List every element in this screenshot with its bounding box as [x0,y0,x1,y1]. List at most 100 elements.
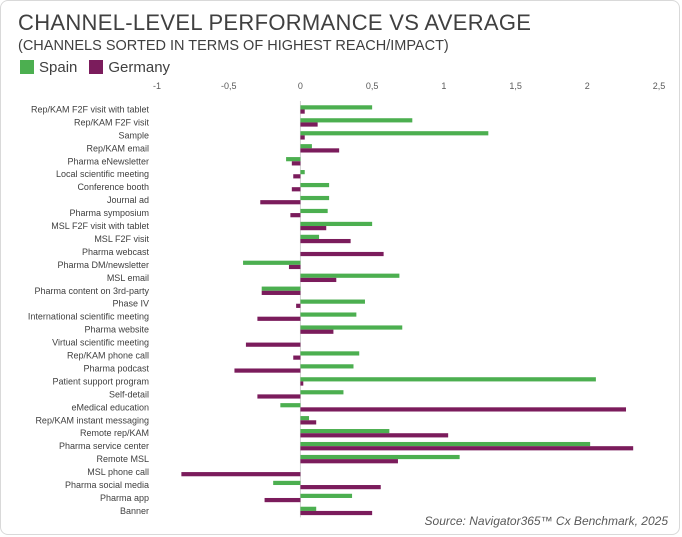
bar-germany [300,420,317,425]
bar-germany [300,510,373,516]
bar-germany [257,394,301,399]
bar-germany [261,290,301,295]
legend: Spain Germany [20,58,182,76]
bar-germany [300,329,334,334]
category-label: Virtual scientific meeting [52,338,149,348]
bar-spain [300,118,413,123]
category-label: Sample [118,130,149,140]
category-label: Remote rep/KAM [80,428,149,438]
category-label: Pharma app [100,493,149,503]
bar-germany [234,368,301,373]
legend-swatch-spain [20,60,34,74]
category-label: Patient support program [52,376,149,386]
bar-germany [293,355,301,360]
x-tick-label: 2,5 [653,81,666,91]
bar-germany [245,342,301,347]
bar-spain [280,403,301,408]
bar-germany [291,187,301,192]
bar-spain [300,312,357,317]
bar-spain [273,480,301,486]
bar-germany [300,277,337,283]
category-label: MSL phone call [87,467,149,477]
bar-germany [300,459,398,464]
category-label: Pharma content on 3rd-party [34,286,149,296]
bar-spain [300,144,312,149]
bar-spain [286,157,301,162]
bar-spain [300,299,365,304]
bar-spain [300,377,596,382]
bar-spain [300,131,489,136]
bar-germany [288,264,301,270]
bar-germany [300,226,327,231]
bar-germany [300,381,304,386]
x-tick-label: -0,5 [221,81,237,91]
bar-germany [300,238,351,244]
bar-germany [296,303,301,308]
bar-spain [300,208,328,214]
bar-germany [181,472,301,477]
bar-germany [264,497,301,503]
category-label: Pharma social media [65,480,149,490]
category-label: Pharma service center [59,441,149,451]
bar-germany [300,407,627,412]
bar-spain [261,286,301,291]
bar-germany [300,446,634,451]
bar-spain [300,351,360,356]
chart-title: CHANNEL-LEVEL PERFORMANCE VS AVERAGE [18,10,532,35]
legend-label-germany: Germany [108,58,171,76]
bar-germany [293,174,301,179]
bar-germany [257,316,301,321]
bar-spain [300,441,591,447]
category-label: Rep/KAM phone call [67,351,149,361]
source-note: Source: Navigator365™ Cx Benchmark, 2025 [424,514,668,528]
category-label: MSL F2F visit with tablet [51,221,149,231]
category-label: Pharma website [84,325,149,335]
bar-spain [300,273,400,278]
legend-label-spain: Spain [39,58,78,76]
category-label: MSL email [107,273,149,283]
bar-spain [300,390,344,395]
x-tick-label: 1 [441,81,446,91]
legend-item-germany: Germany [89,59,170,76]
x-tick-label: -1 [153,81,161,91]
legend-item-spain: Spain [20,59,77,76]
category-label: Pharma podcast [83,363,149,373]
bar-spain [300,493,353,498]
bar-germany [300,433,449,438]
bar-spain [300,170,305,175]
category-label: Pharma DM/newsletter [57,260,149,270]
bar-germany [300,251,384,257]
category-label: Pharma webcast [82,247,150,257]
bar-spain [300,416,310,421]
x-tick-label: 0 [298,81,303,91]
bar-spain [300,234,320,239]
category-label: Journal ad [107,195,149,205]
legend-swatch-germany [89,60,104,74]
category-label: MSL F2F visit [94,234,149,244]
category-label: Pharma symposium [69,208,149,218]
category-label: Rep/KAM F2F visit with tablet [31,104,150,114]
category-label: eMedical education [71,402,149,412]
bar-spain [300,429,390,434]
category-label: Remote MSL [96,454,149,464]
x-tick-label: 2 [585,81,590,91]
bar-spain [300,195,330,201]
bar-germany [300,148,340,153]
category-label: Pharma eNewsletter [67,156,149,166]
x-tick-label: 0,5 [366,81,379,91]
bar-spain [300,221,373,227]
bar-spain [300,506,317,511]
bar-germany [291,161,301,166]
bar-germany [300,485,381,490]
category-label: Rep/KAM email [86,143,149,153]
bar-germany [300,122,318,127]
category-label: Phase IV [112,299,149,309]
x-tick-label: 1,5 [509,81,522,91]
bar-spain [300,325,403,330]
category-label: Rep/KAM F2F visit [74,117,150,127]
bar-germany [300,109,305,114]
category-label: Conference booth [77,182,149,192]
bar-germany [300,135,305,140]
bar-spain [300,454,460,460]
